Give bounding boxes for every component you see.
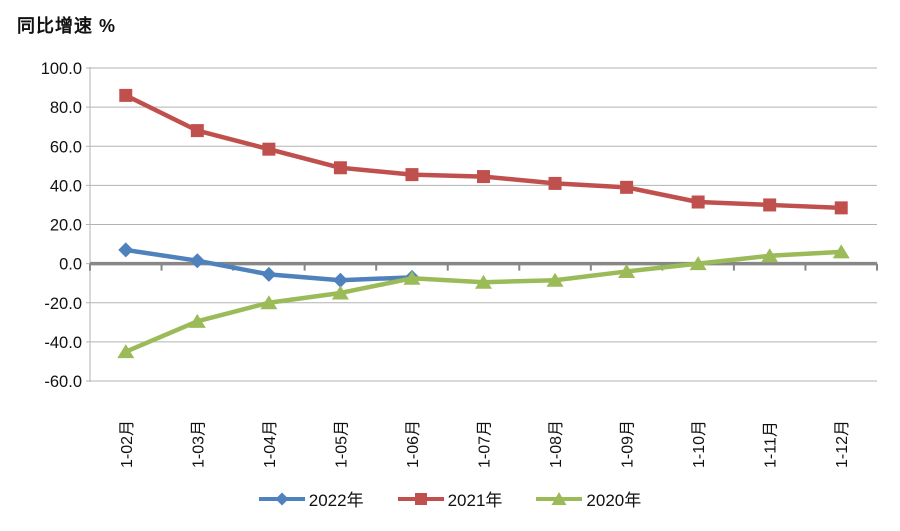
data-point: [117, 344, 135, 359]
legend-marker: [414, 492, 427, 505]
legend-item-2022年: 2022年: [258, 486, 364, 511]
data-point: [261, 266, 277, 282]
y-tick-label: -20.0: [44, 295, 82, 313]
data-point: [403, 270, 421, 285]
x-tick-label: 1-09月: [620, 420, 637, 468]
legend-square-icon: [397, 492, 444, 505]
y-tick-label: -60.0: [44, 373, 82, 391]
y-tick-label: 40.0: [50, 177, 82, 195]
data-point: [118, 242, 134, 258]
data-point: [475, 274, 492, 289]
gridlines: [90, 67, 877, 382]
series-line: [124, 93, 842, 211]
legend-label: 2020年: [586, 491, 642, 510]
y-tick-label: 100.0: [41, 60, 82, 78]
x-tick-label: 1-10月: [691, 420, 708, 468]
x-tick-label: 1-11月: [763, 421, 780, 468]
x-tick-label: 1-12月: [834, 420, 851, 468]
data-point: [763, 198, 777, 212]
data-point: [119, 88, 133, 102]
x-tick-label: 1-08月: [548, 420, 565, 468]
y-tick-label: 80.0: [50, 99, 82, 117]
data-point: [832, 244, 850, 259]
x-tick-label: 1-02月: [119, 420, 136, 468]
x-tick-label: 1-03月: [190, 420, 207, 468]
y-tick-label: 60.0: [50, 138, 82, 156]
data-point: [546, 272, 564, 287]
data-point: [620, 180, 634, 194]
chart-title: 同比增速 %: [17, 16, 117, 36]
data-point: [260, 295, 278, 310]
legend-label: 2022年: [308, 491, 364, 510]
y-tick-label: -40.0: [44, 334, 82, 352]
x-tick-label: 1-04月: [262, 420, 279, 468]
data-point: [332, 272, 348, 288]
x-tick-labels: 1-02月 1-03月 1-04月 1-05月 1-06月 1-07月 1-08月 1-09月…: [119, 420, 851, 468]
y-tick-label: 20.0: [50, 217, 82, 235]
data-point: [548, 176, 562, 190]
data-point: [477, 170, 490, 184]
x-tick-label: 1-05月: [333, 420, 350, 468]
data-point: [262, 142, 276, 156]
data-point: [189, 253, 205, 269]
legend-diamond-icon: [258, 492, 305, 505]
data-point: [188, 313, 206, 328]
series-2021年: [119, 88, 848, 215]
data-point: [834, 201, 848, 215]
legend-item-2020年: 2020年: [536, 486, 641, 511]
series-2020年: [117, 244, 850, 359]
x-tick-label: 1-07月: [477, 420, 494, 468]
data-point: [331, 285, 349, 300]
legend-label: 2021年: [447, 491, 503, 510]
data-point: [190, 124, 204, 138]
data-point: [761, 248, 779, 263]
legend-marker: [551, 491, 567, 505]
x-tick-label: 1-06月: [405, 420, 422, 468]
y-tick-labels: 100.0 80.0 60.0 40.0 20.0 0.0 -20.0 -40.0 -60.0: [41, 60, 82, 391]
data-point: [691, 195, 705, 209]
y-tick-label: 0.0: [59, 256, 82, 274]
data-point: [333, 161, 347, 175]
legend-item-2021年: 2021年: [397, 486, 503, 511]
data-point: [618, 263, 636, 278]
data-point: [689, 256, 707, 271]
legend-marker: [275, 492, 289, 505]
chart-legend: 2022年 2021年 2020年: [0, 486, 900, 511]
data-point: [405, 168, 419, 182]
y-axis: [86, 67, 91, 382]
legend-triangle-icon: [536, 491, 583, 505]
